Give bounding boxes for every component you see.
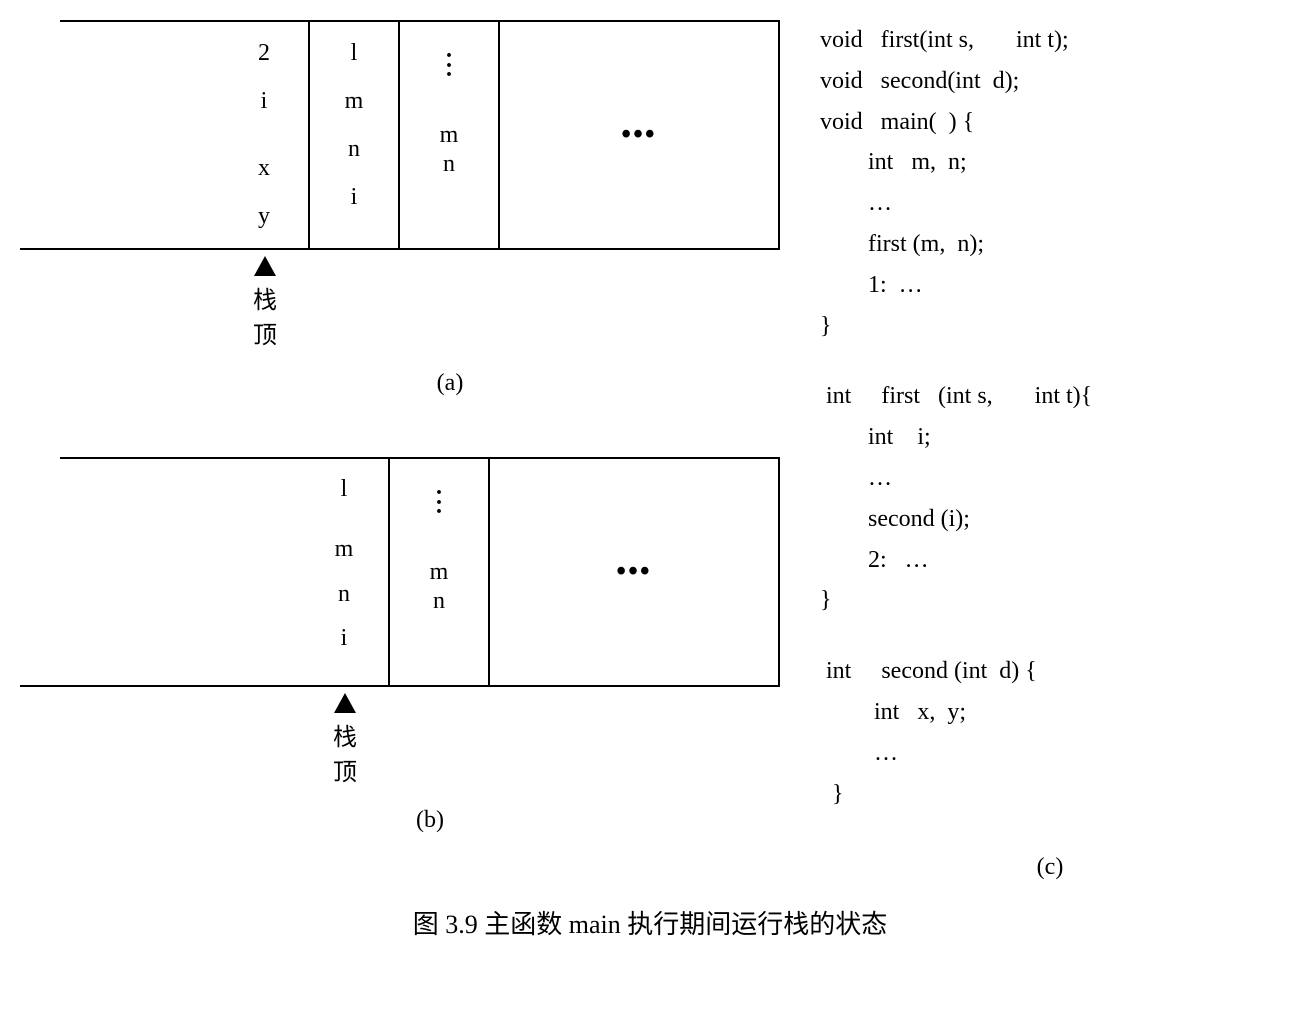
stack-frame-a-0: 2 i x y: [220, 22, 310, 248]
horizontal-dots-icon: •••: [616, 555, 651, 589]
cell: n: [338, 580, 350, 609]
cell: n: [433, 587, 445, 616]
pointer-row-b: 栈 顶: [300, 693, 780, 787]
cell: m: [440, 121, 459, 150]
stack-frame-a-2: ··· m n: [400, 22, 500, 248]
vertical-dots-icon: ···: [445, 52, 453, 81]
horizontal-dots-icon: •••: [621, 118, 656, 152]
stack-box-b: l m n i ··· m n •••: [300, 457, 780, 687]
stack-frame-b-rest: •••: [490, 459, 778, 685]
left-column: 2 i x y l m n i ··· m n: [20, 20, 780, 894]
code-text: int second (int d) { int x, y; … }: [820, 651, 1280, 814]
cell: l: [351, 39, 358, 68]
vertical-dots-icon: ···: [435, 489, 443, 518]
cell: x: [258, 154, 270, 183]
cell: n: [348, 135, 360, 164]
stack-box-a: 2 i x y l m n i ··· m n: [220, 20, 780, 250]
pointer-label: 栈: [253, 280, 277, 315]
right-column: void first(int s, int t); void second(in…: [820, 20, 1280, 894]
code-text: void first(int s, int t); void second(in…: [820, 20, 1280, 346]
figure-b: l m n i ··· m n •••: [20, 457, 780, 834]
triangle-up-icon: [334, 693, 356, 713]
cell: m: [335, 535, 354, 564]
pointer-label: 顶: [253, 315, 277, 350]
stack-top-pointer-a: 栈 顶: [220, 256, 310, 350]
pointer-label: 顶: [333, 752, 357, 787]
code-text: int first (int s, int t){ int i; … secon…: [820, 376, 1280, 621]
code-block-first: int first (int s, int t){ int i; … secon…: [820, 376, 1280, 621]
cell: i: [261, 87, 268, 116]
sublabel-b: (b): [80, 807, 780, 834]
stack-frame-b-0: l m n i: [300, 459, 390, 685]
sublabel-a: (a): [120, 370, 780, 397]
sublabel-c: (c): [820, 854, 1280, 881]
cell: i: [351, 183, 358, 212]
stack-frame-a-1: l m n i: [310, 22, 400, 248]
cell: i: [341, 624, 348, 653]
cell: m: [430, 558, 449, 587]
page-root: 2 i x y l m n i ··· m n: [20, 20, 1280, 894]
triangle-up-icon: [254, 256, 276, 276]
cell: n: [443, 150, 455, 179]
pointer-row-a: 栈 顶: [220, 256, 780, 350]
cell: l: [341, 475, 348, 504]
cell: y: [258, 202, 270, 231]
cell: 2: [258, 39, 270, 68]
stack-top-pointer-b: 栈 顶: [300, 693, 390, 787]
figure-a: 2 i x y l m n i ··· m n: [20, 20, 780, 397]
code-block-second: int second (int d) { int x, y; … }: [820, 651, 1280, 814]
pointer-label: 栈: [333, 717, 357, 752]
cell: m: [345, 87, 364, 116]
stack-frame-a-rest: •••: [500, 22, 778, 248]
code-block-main: void first(int s, int t); void second(in…: [820, 20, 1280, 346]
figure-caption: 图 3.9 主函数 main 执行期间运行栈的状态: [20, 904, 1280, 941]
stack-frame-b-1: ··· m n: [390, 459, 490, 685]
